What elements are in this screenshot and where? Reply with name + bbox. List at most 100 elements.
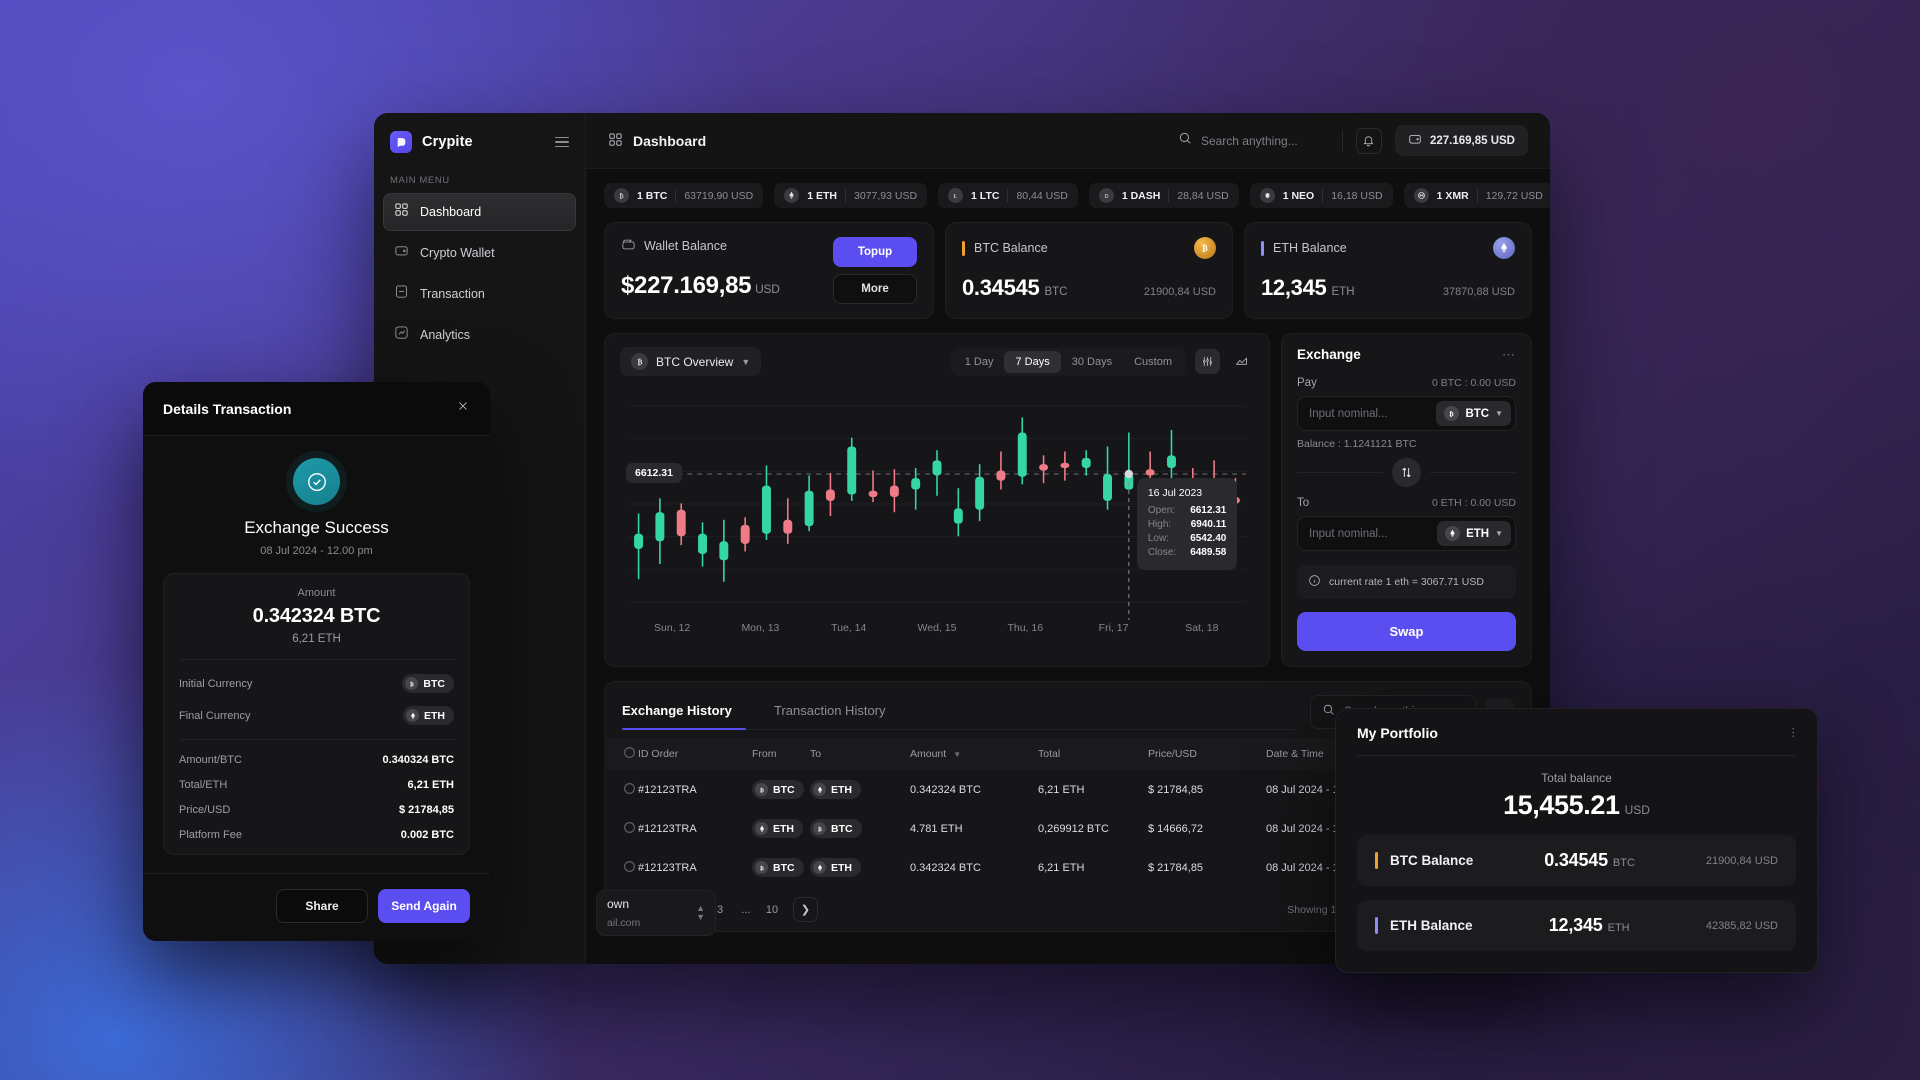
modal-row-value: $ 21784,85 <box>398 804 454 816</box>
row-checkbox[interactable] <box>624 783 635 794</box>
coin-overview-label: BTC Overview <box>656 354 734 369</box>
btc-icon: ₿ <box>614 188 629 203</box>
swap-direction-icon[interactable] <box>1392 458 1421 487</box>
portfolio-item-value: 12,345 <box>1548 915 1603 935</box>
ticker-bar: ₿ 1 BTC 63719,90 USD 1 ETH 3077,93 USD Ł… <box>604 183 1550 208</box>
cell-to-label: ETH <box>831 783 852 796</box>
page-title-label: Dashboard <box>633 132 707 149</box>
sidebar-item-label: Analytics <box>420 328 471 342</box>
btc-balance-card: BTC Balance ₿ 0.34545 BTC 21900,84 USD <box>945 222 1233 319</box>
grid-icon <box>608 132 623 150</box>
sidebar-item-transaction[interactable]: Transaction <box>383 275 576 313</box>
portfolio-item-usd: 42385,82 USD <box>1705 919 1778 932</box>
ticker-name: 1 DASH <box>1121 189 1161 202</box>
svg-text:D: D <box>1104 194 1108 200</box>
divider <box>1476 189 1478 202</box>
grid-icon <box>394 202 409 222</box>
topup-button[interactable]: Topup <box>833 237 917 267</box>
range-30-days[interactable]: 30 Days <box>1071 355 1113 368</box>
col-to[interactable]: To <box>810 748 822 760</box>
row-checkbox[interactable] <box>624 861 635 872</box>
range-1-day[interactable]: 1 Day <box>964 355 994 368</box>
modal-final-currency-value: ETH <box>424 709 445 722</box>
cell-to-label: ETH <box>831 861 852 874</box>
eth-balance-card: ETH Balance 12,345 ETH 37870,88 USD <box>1244 222 1532 319</box>
accent-bar <box>1375 852 1378 869</box>
to-field[interactable]: ETH ▼ <box>1297 516 1516 551</box>
chevron-down-icon: ▼ <box>1495 409 1503 418</box>
cell-to-pill: ETH <box>810 780 861 799</box>
ticker-name: 1 NEO <box>1282 189 1315 202</box>
search-input[interactable] <box>1200 133 1329 148</box>
modal-row-value: 6,21 ETH <box>407 779 454 791</box>
more-options-icon[interactable]: ⋯ <box>1502 347 1516 362</box>
pay-currency-selector[interactable]: ₿ BTC ▼ <box>1436 401 1511 426</box>
col-id-order[interactable]: ID Order <box>638 748 679 760</box>
col-price-usd[interactable]: Price/USD <box>1148 748 1198 760</box>
ticker-btc[interactable]: ₿ 1 BTC 63719,90 USD <box>604 183 764 208</box>
eth-balance-unit: ETH <box>1331 286 1355 298</box>
chart-settings-icon[interactable] <box>1195 349 1220 374</box>
page-10[interactable]: 10 <box>765 903 779 916</box>
topbar: Dashboard 227.169,85 USD <box>586 113 1550 169</box>
sidebar-item-crypto-wallet[interactable]: Crypto Wallet <box>383 234 576 272</box>
ticker-dash[interactable]: D 1 DASH 28,84 USD <box>1088 183 1239 208</box>
brand: Crypite <box>374 113 585 161</box>
balance-chip[interactable]: 227.169,85 USD <box>1394 125 1528 156</box>
swap-button[interactable]: Swap <box>1297 612 1516 651</box>
to-currency-selector[interactable]: ETH ▼ <box>1437 521 1511 546</box>
col-amount[interactable]: Amount ▼ <box>910 748 962 760</box>
candlestick-chart[interactable]: 6612.31 16 Jul 2023 Open: 6612.31 High: 69… <box>620 388 1254 620</box>
share-button[interactable]: Share <box>276 889 368 923</box>
col-total[interactable]: Total <box>1038 748 1061 760</box>
eth-balance-value: 12,345 <box>1261 275 1327 300</box>
send-again-button[interactable]: Send Again <box>378 889 470 923</box>
svg-text:₿: ₿ <box>760 865 764 872</box>
to-input[interactable] <box>1309 527 1438 540</box>
divider <box>845 189 846 202</box>
user-profile-widget[interactable]: own ail.com ▲ ▼ <box>596 890 716 936</box>
row-checkbox[interactable] <box>624 822 635 833</box>
pay-input[interactable] <box>1309 407 1437 420</box>
cell-amount: 0.342324 BTC <box>910 783 981 796</box>
portfolio-item-btc[interactable]: BTC Balance 0.34545 BTC 21900,84 USD <box>1357 835 1796 886</box>
portfolio-item-eth[interactable]: ETH Balance 12,345 ETH 42385,82 USD <box>1357 900 1796 951</box>
tab-exchange-history[interactable]: Exchange History <box>622 703 774 730</box>
more-options-icon[interactable]: ⋯ <box>1787 727 1799 739</box>
coin-overview-selector[interactable]: ₿ BTC Overview ▼ <box>620 347 762 376</box>
table-row[interactable]: #12123TRA ₿ BTC ETH 0.342324 BTC 6,21 ETH… <box>604 770 1532 809</box>
col-from[interactable]: From <box>752 748 777 760</box>
exchange-title: Exchange <box>1297 347 1361 362</box>
page-3[interactable]: 3 <box>716 903 724 916</box>
ticker-neo[interactable]: 1 NEO 16,18 USD <box>1249 183 1393 208</box>
sidebar-item-dashboard[interactable]: Dashboard <box>383 193 576 231</box>
sidebar-item-analytics[interactable]: Analytics <box>383 316 576 354</box>
sidebar-item-label: Transaction <box>420 287 485 301</box>
hamburger-icon[interactable] <box>555 136 569 148</box>
close-icon[interactable] <box>456 399 470 418</box>
more-button[interactable]: More <box>833 274 917 304</box>
sidebar-nav: Dashboard Crypto Wallet Transaction Anal… <box>374 193 585 354</box>
notification-bell-icon[interactable] <box>1356 128 1382 154</box>
cell-from-label: ETH <box>773 822 794 835</box>
range-7-days[interactable]: 7 Days <box>1004 350 1061 373</box>
tab-transaction-history[interactable]: Transaction History <box>774 703 886 718</box>
ticker-xmr[interactable]: 1 XMR 129,72 USD <box>1403 183 1550 208</box>
svg-text:₿: ₿ <box>818 826 822 833</box>
global-search[interactable] <box>1178 131 1329 150</box>
select-all-checkbox[interactable] <box>624 747 635 758</box>
cell-id: #12123TRA <box>638 783 697 796</box>
ticker-name: 1 XMR <box>1436 189 1469 202</box>
chart-tooltip: 16 Jul 2023 Open: 6612.31 High: 6940.11 Lo… <box>1136 477 1238 570</box>
cell-to-pill: ₿ BTC <box>810 819 862 838</box>
pay-field[interactable]: ₿ BTC ▼ <box>1297 396 1516 431</box>
ticker-ltc[interactable]: Ł 1 LTC 80,44 USD <box>938 183 1078 208</box>
next-page-button[interactable]: ❯ <box>793 897 818 922</box>
ticker-eth[interactable]: 1 ETH 3077,93 USD <box>774 183 928 208</box>
chart-type-area-icon[interactable] <box>1229 349 1254 374</box>
cell-amount: 0.342324 BTC <box>910 861 981 874</box>
range-custom[interactable]: Custom <box>1134 355 1172 368</box>
to-label: To <box>1297 497 1310 509</box>
rate-notice: current rate 1 eth = 3067.71 USD <box>1297 565 1516 599</box>
btc-balance-usd: 21900,84 USD <box>1143 286 1216 298</box>
